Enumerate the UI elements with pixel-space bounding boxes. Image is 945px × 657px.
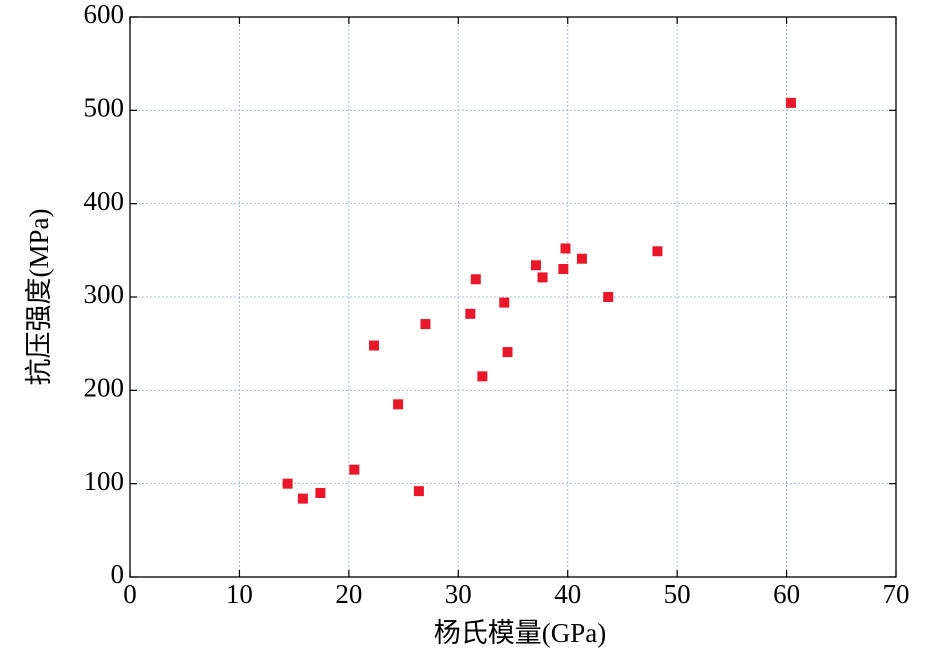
point	[315, 488, 326, 498]
x-tick-label: 20	[335, 579, 362, 609]
point	[603, 292, 614, 302]
point	[349, 464, 360, 475]
point	[465, 308, 476, 319]
point	[470, 274, 481, 285]
x-tick-label: 60	[773, 579, 800, 609]
point	[477, 371, 488, 382]
point	[502, 347, 513, 358]
point	[369, 340, 380, 351]
point	[282, 478, 293, 489]
x-tick-label: 70	[883, 579, 910, 609]
x-axis-label: 杨氏模量(GPa)	[434, 618, 606, 648]
y-tick-label: 500	[84, 93, 125, 123]
y-tick-label: 400	[84, 186, 125, 216]
point	[537, 272, 548, 283]
point	[576, 253, 587, 264]
x-tick-label: 10	[226, 579, 253, 609]
y-tick-label: 100	[84, 466, 125, 496]
y-tick-label: 200	[84, 373, 125, 403]
point	[558, 264, 569, 274]
x-tick-label: 30	[445, 579, 472, 609]
y-tick-label: 600	[84, 0, 125, 29]
plot-frame	[129, 16, 897, 578]
x-tick-label: 0	[123, 579, 137, 609]
point	[413, 486, 424, 497]
x-tick-label: 50	[664, 579, 691, 609]
y-tick-label: 0	[111, 559, 125, 589]
x-tick-label: 40	[554, 579, 581, 609]
point	[785, 97, 796, 108]
point	[652, 246, 663, 257]
point	[499, 297, 510, 308]
point	[560, 243, 571, 254]
point	[420, 319, 431, 330]
y-tick-label: 300	[84, 279, 125, 309]
point	[297, 493, 308, 504]
point	[530, 260, 541, 271]
y-axis-label: 抗压强度(MPa)	[24, 209, 54, 386]
point	[393, 399, 404, 410]
